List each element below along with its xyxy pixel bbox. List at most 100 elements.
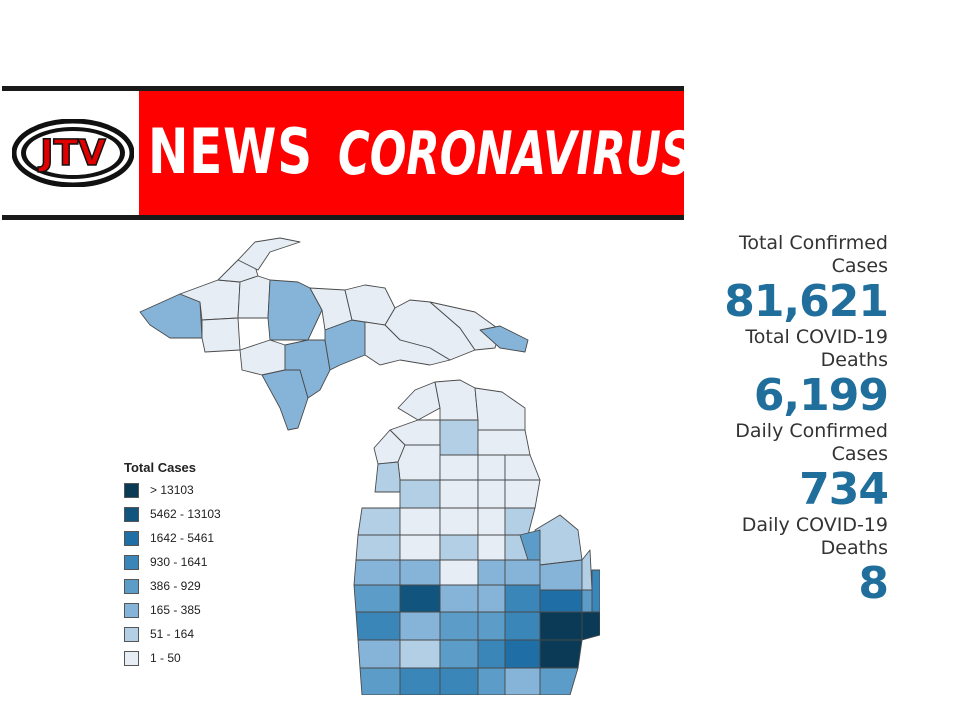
legend-item: 51 - 164 <box>124 622 284 646</box>
county-washtenaw[interactable] <box>504 639 541 669</box>
county-midland[interactable] <box>504 559 541 586</box>
stat-label: Deaths <box>820 349 888 371</box>
county-livingston[interactable] <box>504 611 541 641</box>
county-luce[interactable] <box>344 284 396 326</box>
jtv-logo-text: JTV <box>37 133 106 174</box>
jtv-logo: JTV <box>12 119 134 187</box>
county-marquette[interactable] <box>267 279 323 341</box>
county-keweenaw[interactable] <box>237 237 301 271</box>
county-osceola[interactable] <box>439 534 479 561</box>
jtv-news-banner: JTV NEWS CORONAVIRUS <box>2 86 692 220</box>
county-allegan[interactable] <box>357 639 401 669</box>
legend-item: > 13103 <box>124 478 284 502</box>
legend-item: 5462 - 13103 <box>124 502 284 526</box>
legend-swatch <box>124 554 139 570</box>
county-wexford[interactable] <box>399 507 441 536</box>
county-ogemaw[interactable] <box>477 507 506 536</box>
stat-value: 81,621 <box>724 276 889 327</box>
county-baraga[interactable] <box>237 275 271 319</box>
county-presque-isle[interactable] <box>474 387 526 431</box>
legend-swatch <box>124 626 139 642</box>
county-muskegon[interactable] <box>353 584 401 613</box>
county-gogebic[interactable] <box>139 293 203 339</box>
county-iosco[interactable] <box>504 479 541 509</box>
county-mecosta[interactable] <box>439 559 479 586</box>
county-jackson[interactable] <box>477 667 506 695</box>
covid-stats-panel: Total Confirmed Cases 81,621 Total COVID-19… <box>648 232 889 608</box>
stat-label: Deaths <box>820 537 888 559</box>
county-shiawassee[interactable] <box>477 611 506 641</box>
county-kent[interactable] <box>399 584 441 613</box>
county-alcona[interactable] <box>504 454 541 481</box>
county-mason[interactable] <box>355 534 401 561</box>
county-oceana[interactable] <box>353 559 401 586</box>
county-oakland[interactable] <box>539 611 583 641</box>
county-huron[interactable] <box>534 514 583 566</box>
legend-swatch <box>124 530 139 546</box>
county-menominee[interactable] <box>261 369 309 431</box>
county-genesee[interactable] <box>539 589 583 613</box>
county-bay[interactable] <box>519 529 541 561</box>
legend-swatch <box>124 482 139 498</box>
county-sault-east[interactable] <box>429 301 501 351</box>
stat-value: 734 <box>799 464 889 515</box>
county-barry[interactable] <box>399 639 441 669</box>
county-benzie[interactable] <box>374 461 401 493</box>
legend-item: 930 - 1641 <box>124 550 284 574</box>
county-wayne[interactable] <box>539 639 583 669</box>
county-kalamazoo[interactable] <box>399 667 441 695</box>
county-macomb[interactable] <box>581 611 600 641</box>
county-dickinson[interactable] <box>239 339 286 376</box>
county-lake[interactable] <box>399 534 441 561</box>
county-ionia[interactable] <box>399 611 441 641</box>
county-newaygo[interactable] <box>399 559 441 586</box>
stat-block: Total COVID-19 Deaths 6,199 <box>648 326 889 421</box>
county-otsego[interactable] <box>439 419 479 456</box>
county-ingham[interactable] <box>477 639 506 669</box>
county-clare[interactable] <box>477 534 506 561</box>
county-manistee[interactable] <box>357 507 401 536</box>
county-montcalm[interactable] <box>439 584 479 613</box>
county-cheboygan[interactable] <box>434 379 479 421</box>
county-eaton[interactable] <box>439 639 479 669</box>
stat-value: 6,199 <box>753 370 889 421</box>
county-antrim[interactable] <box>397 444 441 481</box>
county-st-clair[interactable] <box>591 569 600 613</box>
county-iron[interactable] <box>201 317 241 353</box>
county-islands[interactable] <box>479 325 529 353</box>
legend-swatch <box>124 602 139 618</box>
county-mackinac[interactable] <box>364 321 451 366</box>
county-sanilac[interactable] <box>581 549 593 591</box>
county-emmet[interactable] <box>397 381 441 421</box>
banner-top-rule <box>2 86 684 91</box>
county-calhoun[interactable] <box>439 667 479 695</box>
county-gratiot[interactable] <box>477 584 506 613</box>
county-lenawee[interactable] <box>504 667 541 695</box>
county-delta[interactable] <box>284 339 331 399</box>
stat-block: Total Confirmed Cases 81,621 <box>648 232 889 327</box>
county-isabella[interactable] <box>477 559 506 586</box>
county-montmorency[interactable] <box>477 429 531 456</box>
county-grand-traverse[interactable] <box>399 479 441 509</box>
county-crawford[interactable] <box>439 454 479 481</box>
stat-label: Daily Confirmed <box>735 420 888 442</box>
county-roscommon[interactable] <box>477 479 506 509</box>
county-arenac[interactable] <box>504 507 536 536</box>
legend-item: 1642 - 5461 <box>124 526 284 550</box>
county-lapeer[interactable] <box>581 589 593 613</box>
county-ottawa[interactable] <box>355 611 401 641</box>
county-oscoda[interactable] <box>477 454 506 481</box>
county-van-buren[interactable] <box>359 667 401 695</box>
legend-label: 51 - 164 <box>150 627 195 641</box>
legend-label: 1 - 50 <box>150 651 181 665</box>
county-saginaw[interactable] <box>504 584 541 613</box>
stat-block: Daily Confirmed Cases 734 <box>648 420 889 515</box>
county-monroe[interactable] <box>539 667 579 695</box>
county-schoolcraft[interactable] <box>324 319 366 371</box>
legend-swatch <box>124 650 139 666</box>
county-missaukee[interactable] <box>439 507 479 536</box>
county-kalkaska[interactable] <box>439 479 479 509</box>
county-tuscola[interactable] <box>539 559 583 591</box>
legend-label: 930 - 1641 <box>150 555 208 569</box>
county-clinton[interactable] <box>439 611 479 641</box>
